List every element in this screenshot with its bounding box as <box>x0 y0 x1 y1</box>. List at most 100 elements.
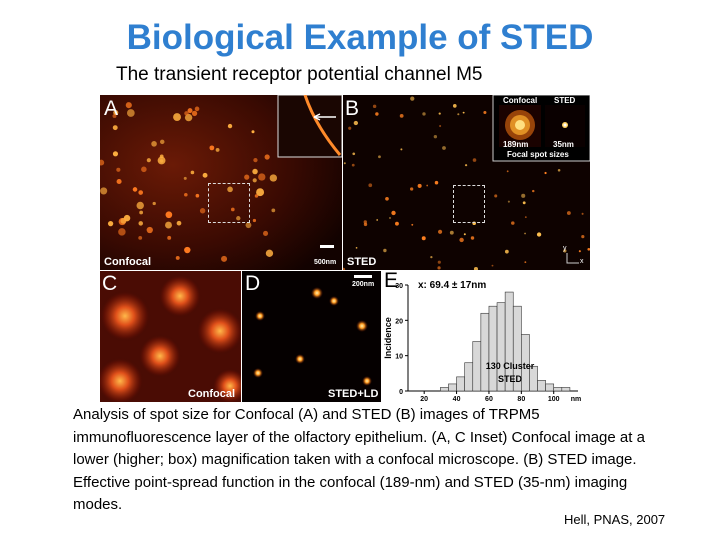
fluorescent-spot <box>411 223 414 226</box>
y-tick-label: 10 <box>395 354 403 361</box>
fluorescent-spot <box>410 96 415 101</box>
inset-sted-label: STED <box>554 96 576 105</box>
fluorescent-spot <box>504 249 509 254</box>
fluorescent-spot <box>252 218 257 223</box>
fluorescent-spot <box>378 155 381 159</box>
fluorescent-spot <box>391 210 396 216</box>
fluorescent-spot <box>138 190 144 195</box>
inset-sted-size: 35nm <box>553 140 574 149</box>
fluorescent-spot <box>522 201 526 205</box>
fluorescent-spot <box>269 174 278 182</box>
fluorescent-spot <box>194 106 200 112</box>
fluorescent-spot <box>536 232 542 237</box>
fluorescent-spot <box>470 236 475 240</box>
fluorescent-spot <box>581 212 584 215</box>
fluorescent-spot <box>202 172 208 178</box>
fluorescent-spot <box>434 180 439 185</box>
fluorescent-spot <box>399 113 404 118</box>
fluorescent-spot <box>473 266 479 270</box>
fluorescent-spot <box>368 183 373 188</box>
fluorescent-spot <box>116 167 121 172</box>
fluorescent-spot <box>138 221 144 226</box>
fluorescent-spot <box>557 168 561 172</box>
histogram-bar <box>545 383 555 392</box>
fluorescent-spot <box>112 113 117 118</box>
fluorescent-spot <box>184 111 189 116</box>
citation-credit: Hell, PNAS, 2007 <box>564 512 666 527</box>
fluorescent-spot <box>437 266 441 270</box>
fluorescent-spot <box>252 178 257 183</box>
fluorescent-spot <box>353 120 359 126</box>
panel-b-zoom-box <box>453 185 485 223</box>
slide-subtitle: The transient receptor potential channel… <box>116 64 483 85</box>
histogram-annotation: x: 69.4 ± 17nm <box>418 280 486 291</box>
x-tick-label: 80 <box>517 396 525 402</box>
fluorescent-spot <box>457 113 460 116</box>
panel-d-scale-label: 200nm <box>352 281 375 288</box>
histogram-bar <box>456 376 465 392</box>
panel-d-letter: D <box>245 272 261 295</box>
fluorescent-spot <box>184 192 188 197</box>
fluorescent-spot <box>245 222 252 229</box>
fluorescent-spot <box>524 232 526 235</box>
fluorescent-spot <box>141 166 147 173</box>
fluorescent-spot <box>256 188 265 197</box>
fluorescent-spot <box>187 108 193 114</box>
fluorescent-spot <box>437 229 443 234</box>
fluorescent-spot <box>400 148 403 151</box>
fluorescent-spot <box>581 235 585 239</box>
fluorescent-spot <box>506 170 509 173</box>
fluorescent-spot <box>439 124 442 128</box>
x-tick-label: 100 <box>548 396 560 402</box>
fluorescent-spot <box>120 217 127 224</box>
fluorescent-spot <box>452 104 457 108</box>
panel-e-histogram: 0 10 20 30 20 40 60 80 100 nm Incidence x: 69.4 ± 1… <box>382 269 590 403</box>
histogram-chart: 0 10 20 30 20 40 60 80 100 nm Incidence x: 69.4 ± 1… <box>383 280 582 403</box>
fluorescent-spot <box>132 187 138 192</box>
fluorescent-spot <box>112 151 119 157</box>
histogram-bar <box>553 387 563 392</box>
fluorescent-spot <box>462 111 465 114</box>
cluster-label: 130 Cluster <box>486 361 535 371</box>
fluorescent-spot <box>343 267 346 270</box>
fluorescent-spot <box>221 255 228 262</box>
fluorescent-spot <box>587 247 590 251</box>
fluorescent-spot <box>146 158 151 163</box>
fluorescent-spot <box>175 255 180 260</box>
panel-a-scale-label: 500nm <box>314 259 337 266</box>
fluorescent-spot <box>352 152 356 156</box>
fluorescent-spot <box>433 135 438 139</box>
fluorescent-spot <box>372 104 377 109</box>
panel-e-letter: E <box>384 269 399 292</box>
fluorescent-spot <box>472 158 477 162</box>
fluorescent-spot <box>152 201 156 206</box>
panel-b-sted-image: B STED Confocal STED 189nm 35nm Focal sp… <box>343 95 590 270</box>
inset-confocal-size: 189nm <box>503 140 529 149</box>
fluorescent-spot <box>199 208 206 214</box>
fluorescent-spot <box>410 187 414 191</box>
fluorescent-spot <box>437 260 441 264</box>
fluorescent-spot <box>430 255 433 259</box>
fluorescent-spot <box>348 126 352 130</box>
histogram-bar <box>472 341 482 392</box>
fluorescent-spot <box>227 123 233 129</box>
y-axis-label: Incidence <box>383 317 393 359</box>
y-tick-label: 0 <box>399 389 403 396</box>
fluorescent-spot <box>253 157 258 163</box>
fluorescent-spot <box>355 246 358 249</box>
y-tick-label: 30 <box>395 283 403 290</box>
fluorescent-spot <box>116 178 122 185</box>
inset-caption: Focal spot sizes <box>507 150 569 159</box>
fluorescent-spot <box>426 184 429 187</box>
fluorescent-spot <box>464 164 468 167</box>
fluorescent-spot <box>107 221 114 227</box>
fluorescent-spot <box>209 145 215 151</box>
fluorescent-spot <box>184 246 191 254</box>
fluorescent-spot <box>258 173 266 181</box>
fluorescent-spot <box>442 146 446 150</box>
fluorescent-spot <box>483 110 487 115</box>
fluorescent-spot <box>100 187 108 195</box>
inset-confocal-label: Confocal <box>503 96 538 105</box>
x-unit-label: nm <box>571 396 582 402</box>
fluorescent-spot <box>230 207 235 212</box>
